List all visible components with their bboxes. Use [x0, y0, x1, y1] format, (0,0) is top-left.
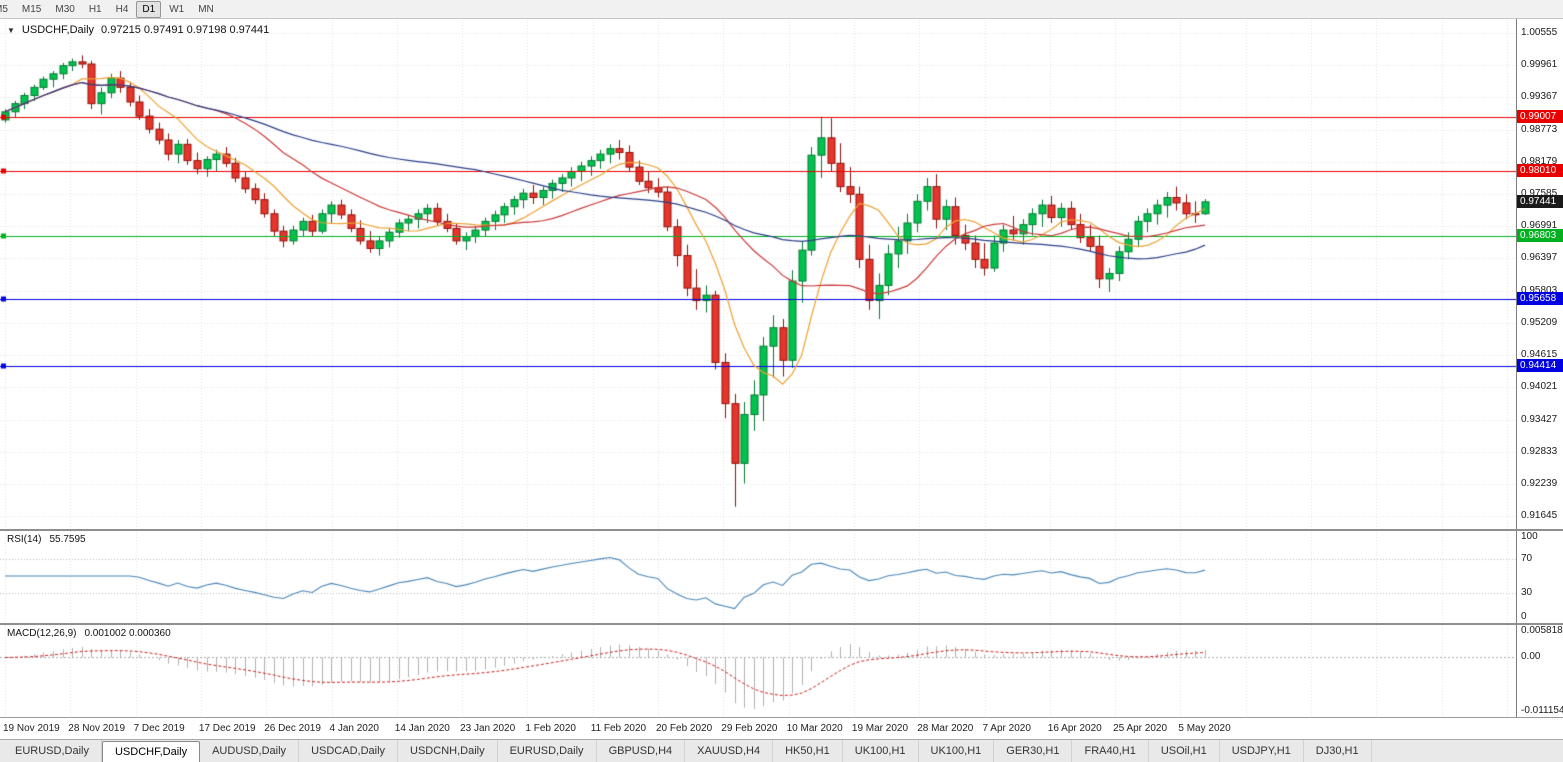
- chart-tab-usdjpy-h1[interactable]: USDJPY,H1: [1220, 740, 1304, 762]
- rsi-indicator-canvas[interactable]: [0, 531, 1516, 623]
- date-axis-label: 29 Feb 2020: [721, 723, 778, 734]
- chart-tab-ger30-h1[interactable]: GER30,H1: [994, 740, 1073, 762]
- price-axis-label: 0.92833: [1521, 445, 1558, 457]
- chart-tab-usdchf-daily[interactable]: USDCHF,Daily: [101, 741, 201, 762]
- chart-tab-eurusd-daily[interactable]: EURUSD,Daily: [498, 740, 597, 762]
- timeframe-button-m15[interactable]: M15: [21, 3, 42, 15]
- timeframe-button-h1[interactable]: H1: [88, 3, 102, 15]
- price-chart-canvas[interactable]: [0, 19, 1516, 529]
- macd-axis-label: 0.00: [1521, 651, 1541, 663]
- date-axis-label: 28 Nov 2019: [68, 723, 126, 734]
- date-axis-label: 17 Dec 2019: [198, 723, 256, 734]
- chart-tab-fra40-h1[interactable]: FRA40,H1: [1072, 740, 1149, 762]
- rsi-axis-label: 0: [1521, 611, 1527, 622]
- date-axis-label: 16 Apr 2020: [1047, 723, 1102, 734]
- chart-tab-usoil-h1[interactable]: USOil,H1: [1149, 740, 1220, 762]
- timeframe-button-h4[interactable]: H4: [115, 3, 129, 15]
- macd-indicator-name: MACD(12,26,9): [7, 628, 77, 639]
- date-axis-label: 25 Apr 2020: [1113, 723, 1168, 734]
- chart-symbol-label: USDCHF,Daily: [21, 24, 95, 36]
- date-axis: 19 Nov 2019 28 Nov 2019 7 Dec 2019 17 Dec 2…: [0, 719, 1563, 739]
- date-axis-label: 11 Feb 2020: [590, 723, 647, 734]
- main-chart-panel: ▼ USDCHF,Daily 0.97215 0.97491 0.97198 0…: [0, 19, 1516, 529]
- date-axis-label: 7 Apr 2020: [982, 723, 1031, 734]
- level-price-tag: 0.99007: [1517, 110, 1563, 123]
- chart-tab-audusd-daily[interactable]: AUDUSD,Daily: [200, 740, 300, 762]
- chart-tab-uk100-h1[interactable]: UK100,H1: [843, 740, 919, 762]
- panel-separator: [0, 717, 1563, 718]
- price-axis-label: 0.91645: [1521, 510, 1558, 522]
- rsi-indicator-name: RSI(14): [7, 534, 42, 545]
- timeframe-button-m30[interactable]: M30: [55, 3, 75, 15]
- date-axis-label: 5 May 2020: [1178, 723, 1231, 734]
- rsi-panel: RSI(14) 55.7595: [0, 531, 1516, 623]
- macd-current-values: 0.001002 0.000360: [84, 628, 171, 639]
- macd-axis: 0.005818 0.00 -0.011154: [1516, 625, 1563, 717]
- chart-tab-gbpusd-h4[interactable]: GBPUSD,H4: [597, 740, 686, 762]
- macd-axis-label: -0.011154: [1521, 705, 1563, 716]
- macd-panel: MACD(12,26,9) 0.001002 0.000360: [0, 625, 1516, 717]
- price-axis-label: 0.96397: [1521, 252, 1558, 264]
- panel-separator[interactable]: [0, 623, 1563, 625]
- chart-title: ▼ USDCHF,Daily 0.97215 0.97491 0.97198 0…: [7, 24, 269, 36]
- date-axis-label: 26 Dec 2019: [264, 723, 321, 734]
- chart-tab-hk50-h1[interactable]: HK50,H1: [773, 740, 843, 762]
- chart-tab-usdcnh-daily[interactable]: USDCNH,Daily: [398, 740, 498, 762]
- price-axis: 1.00555 0.99961 0.99367 0.98773 0.98179 0.975…: [1516, 19, 1563, 529]
- chart-dropdown-icon[interactable]: ▼: [7, 25, 15, 35]
- chart-tab-xauusd-h4[interactable]: XAUUSD,H4: [685, 740, 774, 762]
- chart-tab-eurusd-daily[interactable]: EURUSD,Daily: [3, 740, 102, 762]
- price-axis-label: 0.97585: [1521, 187, 1558, 199]
- level-price-tag: 0.95658: [1517, 292, 1563, 305]
- price-axis-label: 0.99961: [1521, 59, 1558, 71]
- rsi-axis-label: 70: [1521, 553, 1533, 565]
- date-axis-label: 10 Mar 2020: [786, 723, 843, 734]
- price-axis-label: 0.98179: [1521, 155, 1558, 167]
- rsi-axis-label: 30: [1521, 586, 1533, 598]
- price-axis-label: 0.93427: [1521, 413, 1558, 425]
- chart-tabbar: EURUSD,Daily USDCHF,Daily AUDUSD,Daily USDC…: [0, 739, 1563, 762]
- date-axis-label: 19 Nov 2019: [3, 723, 60, 734]
- price-axis-label: 0.94021: [1521, 381, 1558, 393]
- rsi-axis: 100 70 30 0: [1516, 531, 1563, 623]
- date-axis-label: 20 Feb 2020: [656, 723, 713, 734]
- date-axis-label: 19 Mar 2020: [851, 723, 909, 734]
- timeframe-button-m5[interactable]: M5: [0, 3, 8, 15]
- timeframe-button-w1[interactable]: W1: [169, 3, 185, 15]
- timeframe-button-d1[interactable]: D1: [136, 0, 162, 18]
- chart-tab-dj30-h1[interactable]: DJ30,H1: [1304, 740, 1372, 762]
- price-axis-label: 0.95209: [1521, 316, 1558, 328]
- date-axis-label: 7 Dec 2019: [133, 723, 185, 734]
- price-axis-label: 0.96991: [1521, 220, 1558, 232]
- level-price-tag: 0.94414: [1517, 359, 1563, 372]
- timeframe-button-mn[interactable]: MN: [198, 3, 214, 15]
- date-axis-label: 23 Jan 2020: [460, 723, 516, 734]
- price-axis-label: 0.99367: [1521, 91, 1558, 103]
- chart-tab-uk100-h1[interactable]: UK100,H1: [919, 740, 995, 762]
- timeframe-button-row: M5 M15 M30 H1 H4 D1 W1 MN: [0, 0, 221, 18]
- chart-tab-usdcad-daily[interactable]: USDCAD,Daily: [299, 740, 399, 762]
- chart-ohlc-values: 0.97215 0.97491 0.97198 0.97441: [101, 24, 270, 36]
- level-price-tag: 0.96803: [1517, 229, 1563, 242]
- rsi-current-value: 55.7595: [49, 534, 86, 545]
- macd-label: MACD(12,26,9) 0.001002 0.000360: [7, 628, 171, 639]
- date-axis-label: 1 Feb 2020: [525, 723, 576, 734]
- rsi-label: RSI(14) 55.7595: [7, 534, 86, 545]
- price-axis-label: 1.00555: [1521, 26, 1558, 38]
- price-axis-label: 0.98773: [1521, 123, 1558, 135]
- current-price-tag: 0.97441: [1517, 195, 1563, 208]
- rsi-axis-label: 100: [1521, 531, 1538, 542]
- date-axis-label: 4 Jan 2020: [329, 723, 380, 734]
- date-axis-label: 14 Jan 2020: [394, 723, 450, 734]
- panel-separator[interactable]: [0, 529, 1563, 531]
- level-price-tag: 0.98010: [1517, 164, 1563, 177]
- price-axis-label: 0.92239: [1521, 478, 1558, 490]
- price-axis-label: 0.95803: [1521, 284, 1558, 296]
- macd-axis-label: 0.005818: [1521, 625, 1563, 636]
- macd-indicator-canvas[interactable]: [0, 625, 1516, 717]
- timeframe-toolbar: M5 M15 M30 H1 H4 D1 W1 MN: [0, 0, 1563, 19]
- price-axis-label: 0.94615: [1521, 349, 1558, 361]
- date-axis-label: 28 Mar 2020: [917, 723, 974, 734]
